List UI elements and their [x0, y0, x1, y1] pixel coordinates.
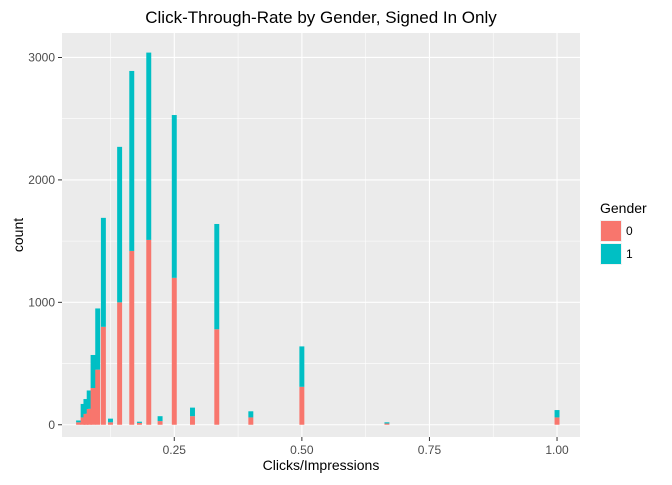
legend-label: 0 — [626, 224, 633, 238]
y-tick-label: 2000 — [28, 173, 55, 187]
bar-series-1 — [76, 420, 82, 423]
bar-series-1 — [83, 399, 89, 414]
plot-panel — [62, 33, 580, 437]
bar-series-0 — [299, 386, 305, 425]
legend: Gender 0 1 — [600, 200, 647, 265]
bar-series-0 — [83, 413, 89, 425]
bar-series-0 — [554, 417, 560, 425]
axis-ticks: 0.25 0.50 0.75 1.00 0 1000 2000 3000 — [28, 50, 569, 457]
bar-series-1 — [146, 52, 152, 240]
bar-series-0 — [90, 388, 96, 425]
bar-series-1 — [90, 354, 96, 389]
bar-series-0 — [157, 421, 163, 425]
bar-series-0 — [214, 329, 220, 425]
y-tick-label: 3000 — [28, 50, 55, 64]
x-tick-label: 0.25 — [163, 443, 187, 457]
y-tick-label: 1000 — [28, 295, 55, 309]
bar-series-1 — [100, 217, 106, 327]
bars — [76, 52, 560, 425]
bar-series-1 — [95, 308, 101, 370]
bar-series-0 — [117, 302, 123, 425]
bar-series-0 — [171, 277, 177, 425]
bar-series-0 — [146, 239, 152, 425]
y-tick-label: 0 — [48, 418, 55, 432]
legend-swatch — [601, 221, 621, 241]
x-tick-label: 0.75 — [418, 443, 442, 457]
bar-series-0 — [86, 408, 92, 425]
bar-series-0 — [80, 417, 86, 425]
bar-series-0 — [100, 326, 106, 425]
y-axis-label: count — [10, 218, 26, 252]
chart-title: Click-Through-Rate by Gender, Signed In … — [145, 8, 497, 27]
bar-series-1 — [86, 390, 92, 409]
bar-series-0 — [384, 423, 390, 425]
bar-series-0 — [190, 416, 195, 425]
bar-series-0 — [95, 369, 101, 425]
legend-label: 1 — [626, 247, 633, 261]
legend-swatch — [601, 244, 621, 264]
bar-series-0 — [136, 422, 142, 425]
bar-series-1 — [136, 421, 142, 423]
bar-series-1 — [108, 418, 113, 423]
bar-series-0 — [108, 422, 113, 425]
bar-series-1 — [299, 346, 305, 387]
bar-series-1 — [384, 422, 390, 424]
bar-series-1 — [190, 407, 195, 417]
bar-series-1 — [117, 146, 123, 303]
bar-series-0 — [76, 422, 82, 425]
bar-series-1 — [554, 410, 560, 418]
bar-series-0 — [129, 250, 135, 425]
bar-series-1 — [129, 70, 135, 251]
bar-series-1 — [157, 416, 163, 422]
x-tick-label: 0.50 — [290, 443, 314, 457]
bar-series-1 — [248, 411, 254, 418]
legend-title: Gender — [600, 200, 647, 216]
x-tick-label: 1.00 — [545, 443, 569, 457]
bar-series-0 — [248, 417, 254, 425]
bar-series-1 — [171, 115, 177, 278]
x-axis-label: Clicks/Impressions — [263, 457, 380, 473]
bar-series-1 — [80, 403, 86, 418]
bar-series-1 — [214, 223, 220, 330]
